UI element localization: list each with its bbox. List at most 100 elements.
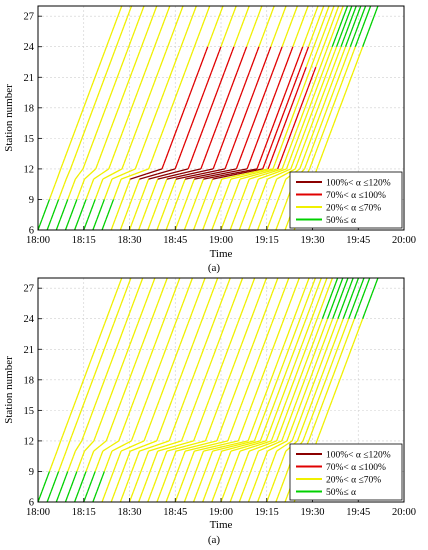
train-path-segment — [273, 133, 277, 139]
train-path-segment — [200, 168, 226, 175]
train-path-segment — [199, 354, 203, 360]
train-path-segment — [204, 194, 208, 200]
train-path-segment — [177, 343, 181, 350]
train-path-segment — [231, 46, 235, 53]
train-path-segment — [207, 209, 211, 215]
train-path-segment — [322, 148, 326, 154]
train-path-segment — [119, 224, 123, 231]
train-path-segment — [72, 450, 76, 457]
train-path-segment — [281, 41, 285, 47]
train-path-segment — [237, 450, 241, 457]
train-path-segment — [170, 328, 174, 335]
train-path-segment — [224, 318, 228, 325]
train-path-segment — [301, 323, 305, 330]
train-path-segment — [136, 476, 140, 482]
train-path-segment — [296, 87, 300, 93]
train-path-segment — [289, 384, 293, 391]
train-path-segment — [240, 219, 244, 226]
train-path-segment — [76, 194, 80, 200]
train-path-segment — [272, 369, 276, 375]
train-path-segment — [115, 313, 119, 319]
train-path-segment — [133, 328, 137, 335]
train-path-segment — [299, 77, 303, 83]
train-path-segment — [194, 298, 199, 304]
train-path-segment — [268, 466, 272, 472]
train-path-segment — [196, 214, 200, 221]
train-path-segment — [152, 410, 157, 416]
train-path-segment — [79, 138, 83, 144]
train-path-segment — [152, 209, 157, 215]
train-path-segment — [283, 338, 287, 345]
train-path-segment — [336, 77, 340, 83]
train-path-segment — [107, 481, 111, 487]
train-path-segment — [146, 133, 150, 139]
train-path-segment — [273, 399, 277, 406]
train-path-segment — [345, 51, 350, 58]
train-path-segment — [293, 143, 297, 149]
train-path-segment — [343, 71, 347, 78]
train-path-segment — [217, 183, 221, 190]
train-path-segment — [224, 31, 228, 37]
train-path-segment — [253, 420, 257, 426]
train-path-segment — [86, 364, 90, 370]
train-path-segment — [306, 394, 310, 401]
train-path-segment — [209, 359, 213, 365]
train-path-segment — [262, 369, 266, 375]
train-path-segment — [298, 51, 302, 58]
train-path-segment — [159, 26, 163, 32]
train-path-segment — [280, 379, 284, 386]
train-path-segment — [307, 127, 312, 134]
train-path-segment — [138, 199, 142, 205]
train-path-segment — [304, 399, 309, 406]
train-path-segment — [45, 204, 49, 210]
train-path-segment — [163, 476, 168, 482]
train-path-segment — [348, 31, 352, 37]
train-path-segment — [327, 282, 332, 289]
train-path-segment — [107, 209, 111, 215]
train-path-segment — [86, 214, 91, 221]
train-path-segment — [107, 183, 111, 190]
train-path-segment — [189, 15, 194, 22]
train-path-segment — [163, 15, 167, 22]
train-path-segment — [316, 354, 320, 360]
train-path-segment — [307, 364, 312, 370]
train-path-segment — [320, 303, 324, 309]
train-path-segment — [365, 31, 369, 37]
train-path-segment — [150, 282, 154, 289]
train-path-segment — [289, 399, 293, 406]
train-path-segment — [262, 61, 266, 68]
train-path-segment — [344, 338, 348, 345]
train-path-segment — [287, 303, 291, 309]
train-path-segment — [76, 415, 81, 421]
train-path-segment — [297, 420, 301, 426]
train-path-segment — [272, 384, 276, 391]
train-path-segment — [120, 445, 133, 452]
x-tick-label: 19:15 — [255, 507, 279, 518]
train-path-segment — [150, 349, 154, 355]
train-path-segment — [149, 122, 154, 129]
train-path-segment — [162, 455, 166, 462]
train-path-segment — [291, 112, 295, 119]
train-path-segment — [230, 82, 234, 88]
train-path-segment — [319, 122, 323, 129]
train-path-segment — [229, 369, 233, 375]
train-path-segment — [362, 21, 366, 27]
train-path-segment — [331, 122, 335, 129]
train-path-segment — [281, 183, 285, 190]
train-path-segment — [321, 313, 325, 319]
train-path-segment — [176, 158, 180, 165]
train-path-segment — [125, 209, 129, 215]
train-path-segment — [101, 224, 105, 231]
train-path-segment — [151, 415, 155, 421]
x-tick-label: 18:15 — [72, 507, 96, 518]
panel-caption-2: (a) — [208, 534, 221, 546]
train-path-segment — [320, 133, 324, 139]
train-path-segment — [229, 338, 233, 345]
train-path-segment — [327, 298, 331, 304]
train-path-segment — [106, 133, 110, 139]
train-path-segment — [316, 369, 320, 375]
train-path-segment — [293, 415, 298, 421]
train-path-segment — [282, 204, 287, 210]
train-path-segment — [221, 107, 225, 114]
train-path-segment — [341, 26, 345, 32]
